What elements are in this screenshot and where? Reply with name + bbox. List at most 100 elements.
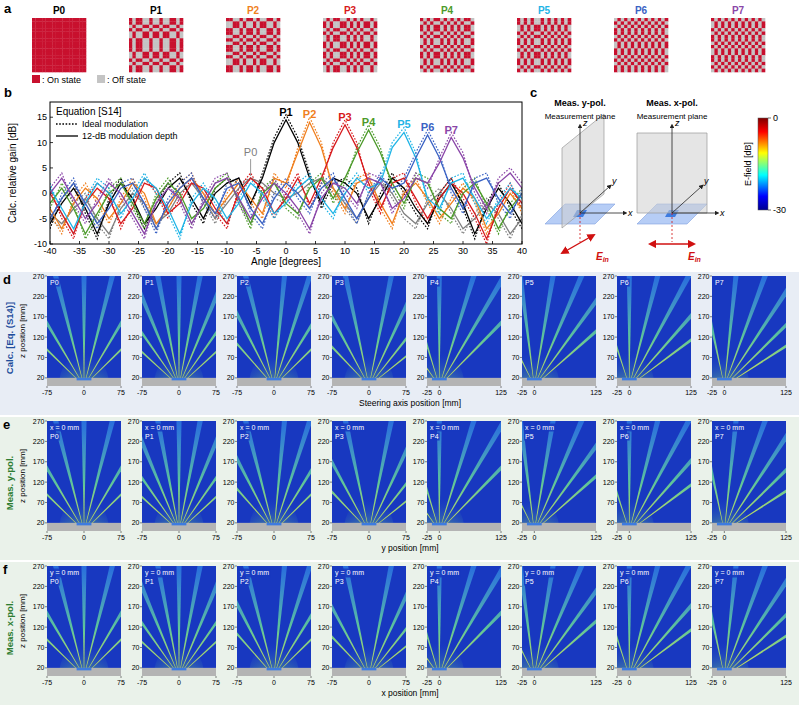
pattern-cell [547, 38, 551, 42]
pattern-cell [752, 52, 756, 56]
pattern-cell [461, 59, 465, 63]
pattern-cell [364, 65, 368, 69]
pattern-cell [471, 35, 475, 39]
pattern-cell [260, 69, 264, 73]
pattern-cell [430, 55, 434, 59]
pattern-cell [149, 45, 153, 49]
pattern-cell [260, 59, 264, 63]
pattern-cell [628, 48, 632, 52]
pattern-cell [461, 48, 465, 52]
pattern-cell [350, 32, 354, 36]
pattern-cell [263, 62, 267, 66]
pattern-cell [270, 32, 274, 36]
pattern-cell [243, 21, 247, 25]
pattern-cell [243, 45, 247, 49]
pattern-cell [537, 25, 541, 29]
pattern-cell [56, 32, 60, 36]
pattern-cell [471, 65, 475, 69]
pattern-cell [159, 69, 163, 73]
pattern-cell [561, 65, 565, 69]
pattern-cell [644, 21, 648, 25]
pattern-cell [73, 55, 77, 59]
pattern-cell [661, 42, 665, 46]
pattern-cell [69, 59, 73, 63]
pattern-cell [79, 62, 83, 66]
pattern-cell [558, 62, 562, 66]
pattern-cell [537, 55, 541, 59]
pattern-cell [166, 52, 170, 56]
pattern-cell [551, 21, 555, 25]
pattern-cell [551, 38, 555, 42]
pattern-cell [524, 48, 528, 52]
pattern-cell [323, 25, 327, 29]
pattern-cell [621, 38, 625, 42]
pattern-cell [457, 32, 461, 36]
pattern-cell [337, 45, 341, 49]
pattern-cell [731, 42, 735, 46]
pattern-cell [180, 32, 184, 36]
pattern-cell [159, 55, 163, 59]
pattern-cell [56, 42, 60, 46]
pattern-cell [758, 52, 762, 56]
pattern-cell [153, 42, 157, 46]
pattern-cell [738, 48, 742, 52]
pattern-cell [648, 18, 652, 22]
pattern-cell [323, 28, 327, 32]
pattern-cell [464, 59, 468, 63]
pattern-cell [270, 25, 274, 29]
pattern-cell [364, 48, 368, 52]
pattern-cell [146, 45, 150, 49]
pattern-cell [461, 28, 465, 32]
pattern-cell [180, 38, 184, 42]
pattern-cell [59, 35, 63, 39]
pattern-cell [46, 32, 50, 36]
pattern-cell [423, 59, 427, 63]
pattern-cell [270, 65, 274, 69]
pattern-cell [520, 18, 524, 22]
pattern-cell [420, 28, 424, 32]
pattern-cell [564, 48, 568, 52]
pattern-cell [651, 18, 655, 22]
pattern-cell [551, 69, 555, 73]
pattern-cell [440, 55, 444, 59]
pattern-cell [454, 62, 458, 66]
pattern-cell [156, 42, 160, 46]
pattern-cell [427, 18, 431, 22]
pattern-cell [731, 52, 735, 56]
pattern-cell [226, 65, 230, 69]
pattern-cell [350, 42, 354, 46]
pattern-cell [330, 52, 334, 56]
pattern-cell [166, 69, 170, 73]
pattern-cell [69, 45, 73, 49]
pattern-cell [69, 32, 73, 36]
pattern-cell [651, 32, 655, 36]
pattern-cell [229, 32, 233, 36]
pattern-cell [326, 69, 330, 73]
pattern-cell [260, 45, 264, 49]
pattern-cell [651, 48, 655, 52]
pattern-cell [444, 69, 448, 73]
pattern-cell [42, 18, 46, 22]
pattern-cell [49, 59, 53, 63]
pattern-cell [83, 42, 87, 46]
pattern-cell [738, 38, 742, 42]
pattern-cell [163, 32, 167, 36]
pattern-cell [755, 32, 759, 36]
pattern-cell [624, 69, 628, 73]
pattern-cell [73, 28, 77, 32]
pattern-cell [741, 42, 745, 46]
pattern-cell [665, 25, 669, 29]
pattern-cell [343, 52, 347, 56]
pattern-cell [561, 25, 565, 29]
pattern-cell [129, 45, 133, 49]
pattern-cell [561, 69, 565, 73]
pattern-cell [537, 52, 541, 56]
pattern-cell [364, 32, 368, 36]
pattern-cell [427, 38, 431, 42]
pattern-cell [524, 35, 528, 39]
pattern-cell [544, 28, 548, 32]
pattern-cell [32, 62, 36, 66]
pattern-cell [83, 21, 87, 25]
pattern-cell [236, 21, 240, 25]
pattern-cell [129, 65, 133, 69]
